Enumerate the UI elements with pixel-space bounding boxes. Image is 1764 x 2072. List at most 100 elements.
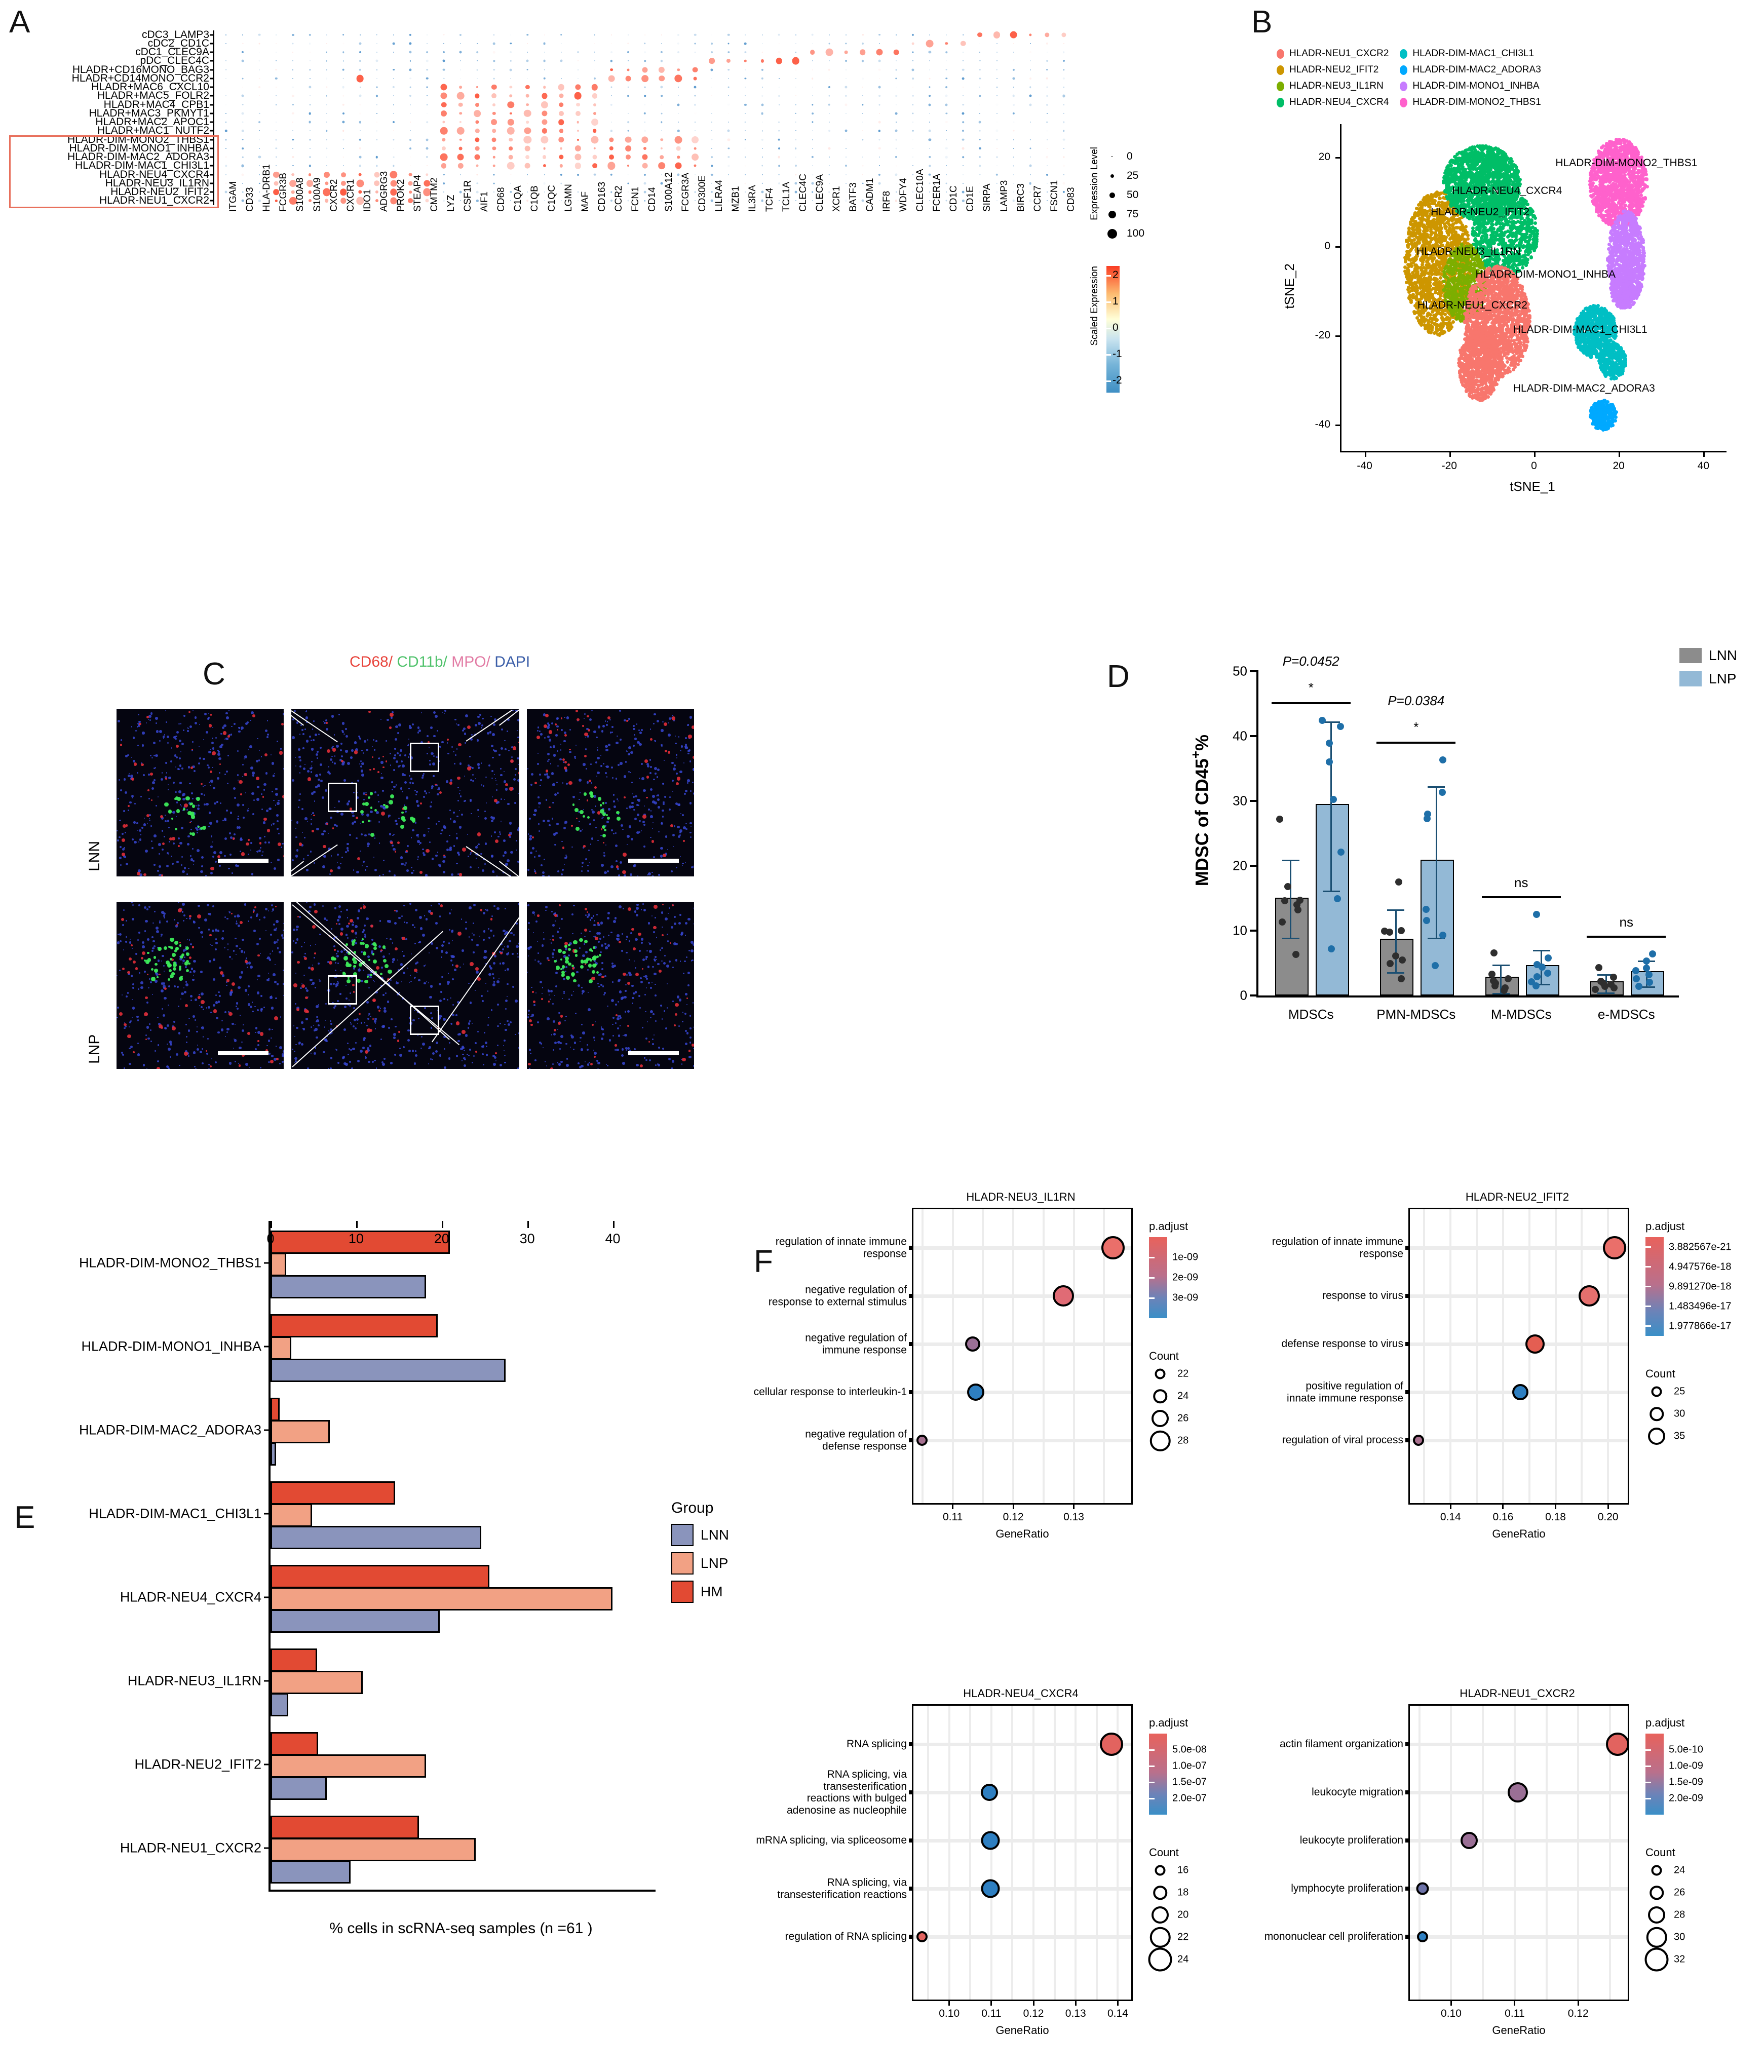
go-padjust-tick-2-2: 1.5e-07 bbox=[1172, 1777, 1207, 1788]
cluster-tick-1 bbox=[210, 43, 214, 44]
tsne-ytick-2: -20 bbox=[1315, 329, 1330, 341]
gene-label-48: CCR7 bbox=[1032, 185, 1044, 212]
datapoint-MDSCs-lnn-6 bbox=[1279, 918, 1286, 926]
go-term-label-1-2: defense response to virus bbox=[1282, 1338, 1403, 1350]
cluster-tick-10 bbox=[210, 122, 214, 123]
gene-label-47: BIRC3 bbox=[1016, 183, 1027, 212]
tsne-legend: HLADR-NEU1_CXCR2 HLADR-NEU2_IFIT2 HLADR-NE… bbox=[1277, 48, 1541, 108]
gene-label-19: C1QC bbox=[547, 185, 558, 212]
datapoint-MDSCs-lnp-5 bbox=[1337, 849, 1345, 856]
scale-bar-3 bbox=[218, 1051, 269, 1055]
go-dot-1-3 bbox=[1512, 1384, 1528, 1400]
group-legend-label-2: HM bbox=[701, 1584, 723, 1600]
cluster-tick-7 bbox=[210, 95, 214, 97]
cellfraction-category-0: HLADR-DIM-MONO2_THBS1 bbox=[79, 1255, 261, 1271]
gene-label-14: CSF1R bbox=[463, 180, 474, 212]
size-legend-dot-3 bbox=[1108, 211, 1116, 218]
size-legend-item-4: 100 bbox=[1105, 224, 1144, 243]
go-term-label-0-4: negative regulation of defense response bbox=[805, 1429, 907, 1452]
panel-f-go-dotplots: HLADR-NEU3_IL1RN regulation of innate imm… bbox=[750, 1165, 1764, 2035]
go-term-label-2-1: RNA splicing, via transesterification re… bbox=[787, 1769, 907, 1816]
go-padjust-colorbar-2 bbox=[1149, 1734, 1167, 1815]
if-row-label-lnp: LNP bbox=[86, 917, 103, 1064]
cluster-tick-9 bbox=[210, 112, 214, 114]
go-count-label-3-1: 26 bbox=[1674, 1887, 1685, 1899]
datapoint-PMN-MDSCs-lnn-3 bbox=[1386, 929, 1393, 936]
gene-label-36: XCR1 bbox=[831, 186, 842, 212]
mdsc-ytick-2: 20 bbox=[1233, 858, 1247, 874]
tsne-cluster-label-5: HLADR-NEU1_CXCR2 bbox=[1417, 299, 1527, 312]
gene-label-33: TCL1A bbox=[781, 182, 792, 212]
if-image-2 bbox=[527, 709, 694, 876]
go-dot-2-3 bbox=[981, 1879, 1000, 1898]
colorbar-tick-4: -2 bbox=[1113, 374, 1122, 387]
tsne-legend-dot-7 bbox=[1400, 98, 1407, 107]
go-padjust-tick-3-0: 5.0e-10 bbox=[1669, 1744, 1703, 1756]
go-count-label-1-1: 30 bbox=[1674, 1408, 1685, 1420]
go-padjust-title-3: p.adjust bbox=[1645, 1716, 1684, 1730]
bar-HM-1 bbox=[271, 1314, 438, 1337]
go-count-circle-3-2 bbox=[1648, 1906, 1665, 1924]
datapoint-M-MDSCs-lnn-2 bbox=[1505, 975, 1512, 982]
go-xtick-0-0: 0.11 bbox=[943, 1511, 963, 1523]
go-padjust-tick-0-2: 3e-09 bbox=[1172, 1292, 1198, 1304]
go-xtick-2-0: 0.10 bbox=[939, 2008, 960, 2020]
go-count-label-2-4: 24 bbox=[1177, 1954, 1188, 1966]
tsne-xtick-4: 40 bbox=[1698, 460, 1709, 472]
go-count-label-2-1: 18 bbox=[1177, 1887, 1188, 1899]
go-count-title-2: Count bbox=[1149, 1846, 1179, 1859]
datapoint-MDSCs-lnn-3 bbox=[1281, 897, 1288, 904]
tsne-x-axis-label: tSNE_1 bbox=[1510, 479, 1555, 494]
tsne-legend-item-3: HLADR-NEU4_CXCR4 bbox=[1277, 97, 1389, 108]
datapoint-PMN-MDSCs-lnn-1 bbox=[1398, 927, 1405, 934]
go-term-label-3-4: mononuclear cell proliferation bbox=[1264, 1931, 1403, 1943]
gene-label-50: CD83 bbox=[1066, 187, 1077, 212]
gene-label-21: MAF bbox=[580, 191, 591, 212]
expression-level-legend-title: Expression Level bbox=[1089, 147, 1100, 220]
gene-label-31: IL3RA bbox=[747, 185, 758, 212]
go-xtick-1-0: 0.14 bbox=[1440, 1511, 1461, 1523]
go-count-label-0-1: 24 bbox=[1177, 1391, 1188, 1402]
gene-label-15: AIF1 bbox=[479, 191, 490, 212]
go-term-label-3-0: actin filament organization bbox=[1280, 1738, 1403, 1750]
datapoint-PMN-MDSCs-lnp-6 bbox=[1439, 932, 1446, 939]
tsne-legend-item-4: HLADR-DIM-MAC1_CHI3L1 bbox=[1400, 48, 1541, 59]
tsne-legend-item-1: HLADR-NEU2_IFIT2 bbox=[1277, 64, 1389, 75]
pvalue-0: P=0.0452 bbox=[1283, 654, 1339, 669]
cluster-tick-5 bbox=[210, 78, 214, 79]
cellfraction-x-axis-label: % cells in scRNA-seq samples (n =61 ) bbox=[329, 1920, 592, 1937]
datapoint-e-MDSCs-lnp-6 bbox=[1646, 979, 1653, 986]
mdsc-legend-item-1: LNP bbox=[1679, 671, 1737, 687]
mdsc-legend-label-0: LNN bbox=[1709, 647, 1737, 664]
bar-LNP-5 bbox=[271, 1671, 363, 1694]
datapoint-e-MDSCs-lnn-5 bbox=[1601, 983, 1608, 990]
gene-label-29: LILRA4 bbox=[714, 180, 725, 212]
if-channel-3: DAPI bbox=[490, 654, 530, 670]
bar-LNN-7 bbox=[271, 1860, 351, 1884]
go-x-axis-label-2: GeneRatio bbox=[995, 2024, 1049, 2037]
gene-label-45: SIRPA bbox=[982, 183, 993, 212]
mdsc-ytick-1: 10 bbox=[1233, 923, 1247, 939]
if-image-5 bbox=[527, 902, 694, 1069]
tsne-legend-dot-2 bbox=[1277, 82, 1284, 91]
go-xtick-3-1: 0.11 bbox=[1505, 2008, 1524, 2020]
gene-label-49: FSCN1 bbox=[1049, 180, 1060, 212]
datapoint-PMN-MDSCs-lnn-0 bbox=[1395, 878, 1402, 886]
go-padjust-title-2: p.adjust bbox=[1149, 1716, 1188, 1730]
go-padjust-tick-1-4: 1.977866e-17 bbox=[1669, 1320, 1731, 1332]
gene-label-40: WDFY4 bbox=[898, 178, 909, 212]
go-plot-title-1: HLADR-NEU2_IFIT2 bbox=[1466, 1191, 1569, 1204]
tsne-legend-dot-0 bbox=[1277, 49, 1284, 59]
go-plot-frame-0: regulation of innate immune response nega… bbox=[912, 1208, 1133, 1505]
go-xtick-0-2: 0.13 bbox=[1063, 1511, 1084, 1523]
gene-label-30: MZB1 bbox=[731, 186, 742, 212]
cluster-tick-0 bbox=[210, 34, 214, 35]
significance-2: ns bbox=[1514, 875, 1528, 891]
gene-label-34: CLEC4C bbox=[798, 174, 809, 212]
bar-MDSCs-lnn bbox=[1275, 898, 1309, 995]
go-dot-3-2 bbox=[1461, 1832, 1478, 1849]
go-count-title-3: Count bbox=[1645, 1846, 1675, 1859]
group-legend-item-1: LNP bbox=[671, 1552, 729, 1575]
if-image-3 bbox=[117, 902, 284, 1069]
gene-label-38: CADM1 bbox=[865, 178, 876, 212]
